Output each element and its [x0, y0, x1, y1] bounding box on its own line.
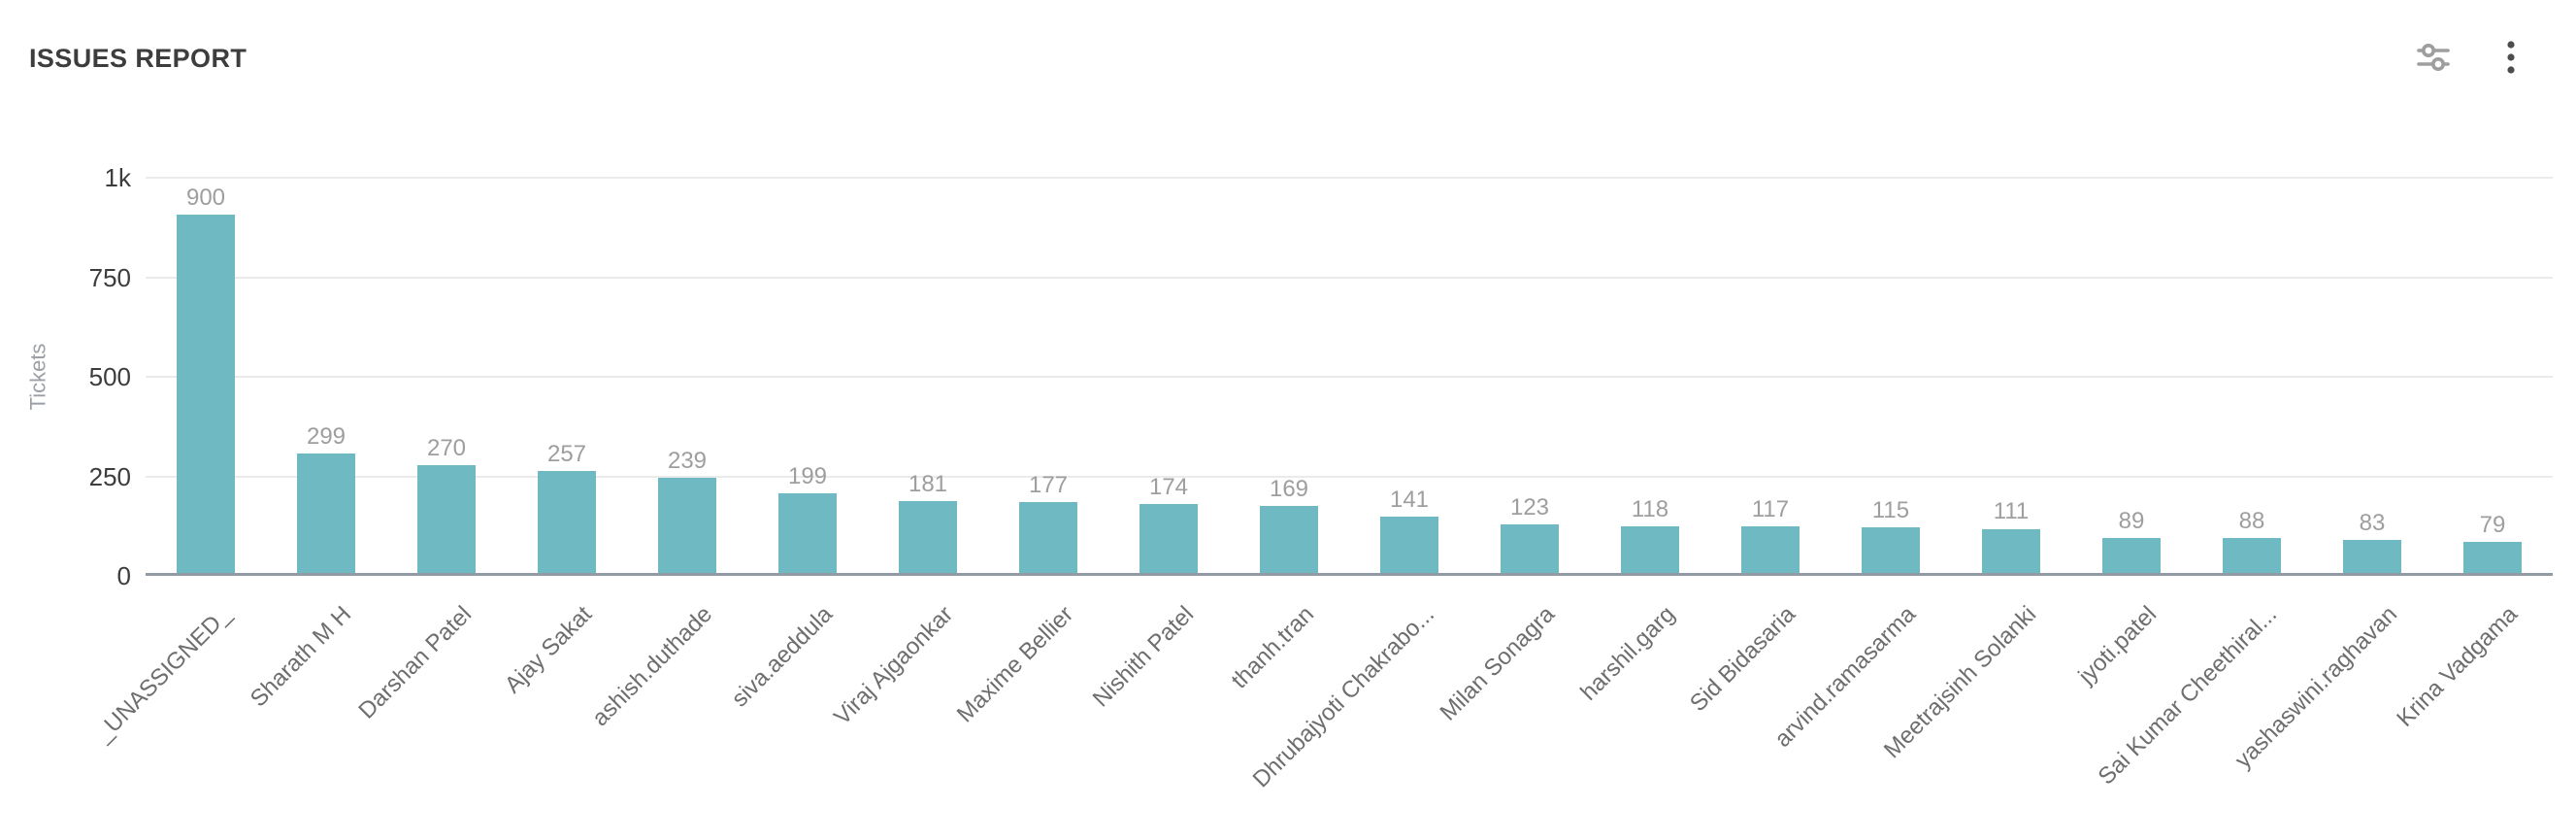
- issues-bar-chart-plot-area: 900 _UNASSIGNED_ 299 Sharath M H 270 Darshan …: [90, 177, 2553, 792]
- bar[interactable]: [177, 215, 235, 573]
- x-axis-category-label: Dhrubajyoti Chakrabo...: [1247, 601, 1440, 793]
- bar-value-label: 181: [908, 470, 948, 497]
- x-axis-category-label: Milan Sonagra: [1435, 601, 1561, 726]
- bar-value-label: 199: [787, 463, 828, 490]
- bar-value-label: 177: [1028, 472, 1069, 499]
- more-options-button[interactable]: [2489, 36, 2533, 81]
- bar[interactable]: [1380, 517, 1438, 573]
- report-header: ISSUES REPORT: [0, 0, 2576, 117]
- gridline: [146, 475, 2553, 478]
- x-axis-category-label: yashaswini.raghavan: [2229, 601, 2403, 774]
- y-axis-ticks: 0 250 500 750 1k: [0, 163, 131, 590]
- y-axis-tick-label: 500: [88, 362, 131, 391]
- bar[interactable]: [1260, 505, 1318, 573]
- x-axis-category-label: Darshan Patel: [353, 601, 478, 724]
- x-axis-category-label: Ajay Sakat: [499, 601, 598, 699]
- x-axis-category-label: Viraj Ajgaonkar: [829, 601, 959, 730]
- gridline: [146, 376, 2553, 378]
- y-axis-tick-label: 0: [116, 561, 131, 590]
- bar-value-label: 239: [667, 448, 708, 474]
- bar[interactable]: [778, 493, 837, 573]
- x-axis-category-label: Krina Vadgama: [2392, 601, 2524, 732]
- bar[interactable]: [899, 500, 957, 573]
- bar-value-label: 118: [1631, 495, 1669, 522]
- x-axis-category-label: Sid Bidasaria: [1684, 601, 1801, 718]
- bar-value-label: 88: [2238, 507, 2265, 534]
- bar[interactable]: [1982, 528, 2040, 573]
- bar[interactable]: [1862, 526, 1920, 573]
- bar[interactable]: [1741, 526, 1800, 573]
- x-axis-category-label: harshil.garg: [1575, 601, 1681, 706]
- bar-value-label: 900: [185, 185, 226, 211]
- bar[interactable]: [2343, 539, 2401, 573]
- bar[interactable]: [417, 465, 476, 573]
- bar[interactable]: [1621, 525, 1679, 573]
- bar-value-label: 123: [1509, 493, 1550, 521]
- bar-value-label: 111: [1993, 498, 2030, 525]
- kebab-menu-icon: [2506, 39, 2516, 79]
- bar[interactable]: [2463, 541, 2522, 573]
- tune-sliders-icon: [2417, 39, 2450, 79]
- bar[interactable]: [2102, 537, 2161, 573]
- bar-value-label: 169: [1269, 475, 1309, 502]
- bar[interactable]: [1501, 523, 1559, 573]
- x-axis-category-label: Maxime Bellier: [951, 601, 1079, 728]
- y-axis-tick-label: 250: [88, 461, 131, 491]
- gridline: [146, 177, 2553, 179]
- bar[interactable]: [2223, 537, 2281, 573]
- gridline: [146, 276, 2553, 279]
- x-axis-category-label: Meetrajsinh Solanki: [1878, 601, 2042, 764]
- y-axis-tick-label: 750: [88, 262, 131, 292]
- filter-settings-button[interactable]: [2411, 36, 2456, 81]
- bar[interactable]: [538, 470, 596, 573]
- x-axis-category-label: Sai Kumar Cheethiral...: [2093, 601, 2283, 790]
- header-actions: [2411, 36, 2533, 81]
- bar-value-label: 83: [2359, 509, 2386, 536]
- x-axis-category-label: siva.aeddula: [726, 601, 839, 713]
- bar-value-label: 299: [306, 423, 347, 451]
- x-axis-category-label: Nishith Patel: [1087, 601, 1200, 713]
- x-axis-category-label: ashish.duthade: [586, 601, 718, 732]
- bar-value-label: 174: [1148, 473, 1189, 500]
- bar-value-label: 257: [546, 440, 587, 467]
- x-axis-category-label: thanh.tran: [1226, 601, 1320, 694]
- bar-value-label: 117: [1751, 496, 1790, 523]
- bar[interactable]: [658, 478, 716, 573]
- bar-value-label: 79: [2479, 511, 2506, 538]
- report-title: ISSUES REPORT: [29, 43, 248, 73]
- bar-value-label: 141: [1389, 487, 1430, 514]
- bar[interactable]: [1019, 502, 1077, 573]
- bar[interactable]: [1139, 503, 1198, 573]
- x-axis-category-label: _UNASSIGNED_: [89, 601, 237, 748]
- y-axis-tick-label: 1k: [104, 163, 131, 192]
- bar-value-label: 270: [426, 435, 467, 462]
- x-axis-category-label: jyoti.patel: [2073, 601, 2163, 689]
- bar-value-label: 115: [1871, 496, 1910, 523]
- bar-value-label: 89: [2118, 507, 2145, 534]
- bar[interactable]: [297, 454, 355, 573]
- x-axis-category-label: arvind.ramasarma: [1769, 601, 1922, 753]
- x-axis-category-label: Sharath M H: [245, 601, 357, 713]
